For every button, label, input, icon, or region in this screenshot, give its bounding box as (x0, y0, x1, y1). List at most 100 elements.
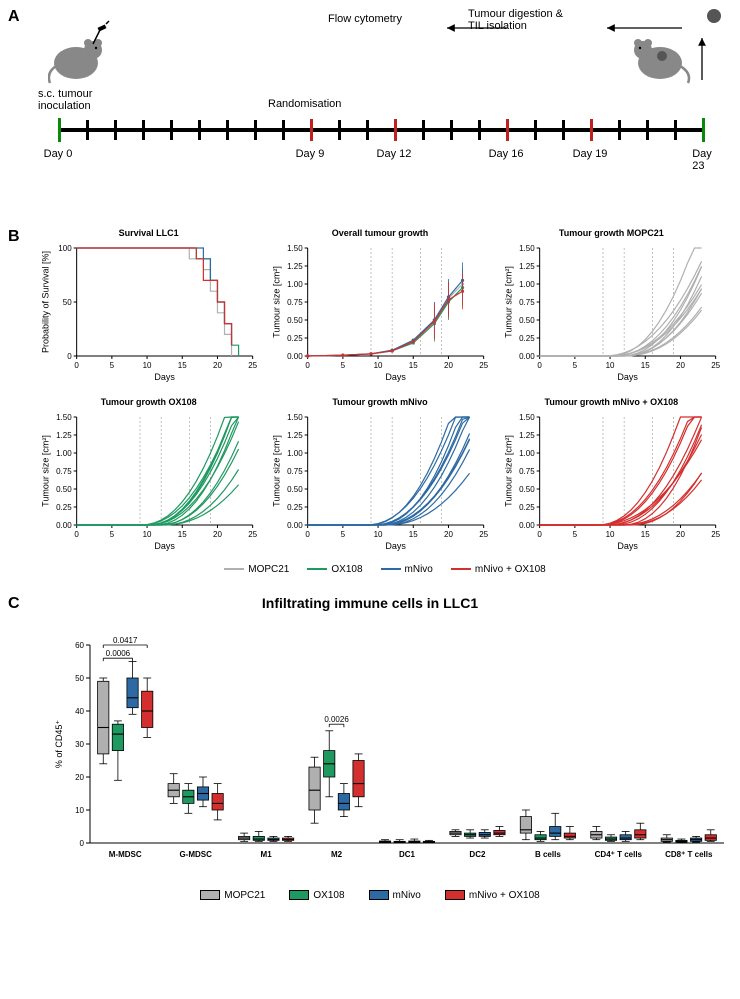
svg-text:0.50: 0.50 (519, 316, 535, 325)
svg-text:0.00: 0.00 (287, 521, 303, 530)
svg-text:0: 0 (537, 530, 542, 539)
panel-c: C Infiltrating immune cells in LLC1 0102… (8, 595, 732, 901)
timeline-tick (506, 119, 509, 141)
svg-text:0.50: 0.50 (287, 316, 303, 325)
svg-text:25: 25 (248, 530, 257, 539)
svg-text:0.00: 0.00 (287, 352, 303, 361)
panel-c-legend: MOPC21OX108mNivomNivo + OX108 (8, 890, 732, 901)
panel-c-label: C (8, 595, 20, 613)
svg-text:0.00: 0.00 (519, 521, 535, 530)
timeline-tick (142, 120, 145, 140)
svg-text:5: 5 (341, 530, 346, 539)
timeline-tick (394, 119, 397, 141)
legend-item: MOPC21 (200, 890, 265, 901)
svg-text:Tumour size [cm²]: Tumour size [cm²] (503, 435, 513, 507)
timeline-tick (338, 120, 341, 140)
svg-text:Days: Days (617, 541, 638, 551)
panel-b: B Survival LLC10501000510152025DaysProba… (8, 228, 732, 575)
timeline-tick (702, 118, 705, 142)
svg-text:20: 20 (75, 773, 84, 782)
legend-item: mNivo + OX108 (445, 890, 540, 901)
svg-text:Probability of Survival [%]: Probability of Survival [%] (41, 251, 51, 353)
timeline-tick (618, 120, 621, 140)
randomisation-label: Randomisation (268, 98, 341, 110)
timeline-tick (450, 120, 453, 140)
svg-text:Tumour size [cm²]: Tumour size [cm²] (272, 435, 282, 507)
panel-b-grid: Survival LLC10501000510152025DaysProbabi… (38, 228, 722, 556)
svg-text:1.25: 1.25 (519, 262, 535, 271)
svg-text:CD8⁺ T cells: CD8⁺ T cells (665, 850, 713, 859)
legend-item: OX108 (307, 564, 362, 575)
svg-text:M2: M2 (331, 850, 343, 859)
svg-text:DC1: DC1 (399, 850, 416, 859)
svg-text:Tumour size [cm²]: Tumour size [cm²] (272, 266, 282, 338)
svg-text:0.50: 0.50 (519, 485, 535, 494)
legend-item: mNivo (381, 564, 433, 575)
timeline-tick (422, 120, 425, 140)
svg-text:1.25: 1.25 (287, 262, 303, 271)
svg-text:10: 10 (374, 361, 383, 370)
svg-text:Days: Days (154, 541, 175, 551)
boxplot-chart: 0102030405060% of CD45⁺M-MDSCG-MDSCM1M2D… (48, 619, 728, 879)
svg-text:1.25: 1.25 (287, 431, 303, 440)
svg-text:0.50: 0.50 (287, 485, 303, 494)
svg-text:5: 5 (572, 530, 577, 539)
mnivo_chart: Tumour growth mNivo0.000.250.500.751.001… (269, 397, 490, 556)
timeline-tick (562, 120, 565, 140)
svg-text:0.00: 0.00 (56, 521, 72, 530)
svg-text:0: 0 (74, 530, 79, 539)
svg-text:0.75: 0.75 (287, 298, 303, 307)
timeline-tick (58, 118, 61, 142)
timeline-tick (170, 120, 173, 140)
svg-text:1.50: 1.50 (287, 413, 303, 422)
timeline-tick (310, 119, 313, 141)
svg-text:15: 15 (178, 361, 187, 370)
mouse-left-icon (48, 18, 118, 93)
svg-text:100: 100 (58, 244, 72, 253)
svg-text:0: 0 (306, 361, 311, 370)
svg-text:10: 10 (75, 806, 84, 815)
panel-a-content: s.c. tumour inoculation Randomisation Fl… (38, 8, 722, 208)
timeline-tick (226, 120, 229, 140)
svg-text:1.00: 1.00 (519, 449, 535, 458)
timeline-tick (114, 120, 117, 140)
svg-text:B cells: B cells (535, 850, 561, 859)
svg-text:DC2: DC2 (469, 850, 486, 859)
timeline-tick (86, 120, 89, 140)
svg-text:0.75: 0.75 (287, 467, 303, 476)
svg-text:1.00: 1.00 (287, 280, 303, 289)
day-label: Day 19 (573, 148, 608, 160)
svg-text:0.75: 0.75 (519, 298, 535, 307)
svg-text:20: 20 (213, 530, 222, 539)
panel-b-label: B (8, 228, 20, 246)
timeline-tick (478, 120, 481, 140)
svg-text:25: 25 (711, 530, 720, 539)
legend-item: MOPC21 (224, 564, 289, 575)
svg-text:15: 15 (640, 361, 649, 370)
svg-text:10: 10 (143, 361, 152, 370)
overall-growth-chart: Overall tumour growth0.000.250.500.751.0… (269, 228, 490, 387)
panel-c-title: Infiltrating immune cells in LLC1 (8, 595, 732, 611)
svg-text:Tumour size [cm²]: Tumour size [cm²] (41, 435, 51, 507)
timeline-tick (646, 120, 649, 140)
timeline-bar (58, 128, 702, 132)
timeline-tick (534, 120, 537, 140)
svg-text:1.00: 1.00 (519, 280, 535, 289)
svg-text:10: 10 (605, 361, 614, 370)
svg-text:1.25: 1.25 (519, 431, 535, 440)
svg-text:1.25: 1.25 (56, 431, 72, 440)
svg-text:5: 5 (110, 530, 115, 539)
ox108_chart: Tumour growth OX1080.000.250.500.751.001… (38, 397, 259, 556)
survival-chart: Survival LLC10501000510152025DaysProbabi… (38, 228, 259, 387)
svg-text:0.25: 0.25 (287, 503, 303, 512)
svg-text:25: 25 (480, 530, 489, 539)
svg-text:50: 50 (63, 298, 72, 307)
svg-text:0.75: 0.75 (519, 467, 535, 476)
inoculation-label: s.c. tumour inoculation (38, 88, 92, 112)
svg-text:0.0006: 0.0006 (106, 649, 131, 658)
flow-label: Flow cytometry (328, 13, 402, 25)
svg-text:5: 5 (572, 361, 577, 370)
timeline-tick (254, 120, 257, 140)
svg-text:0.0417: 0.0417 (113, 636, 138, 645)
panel-b-legend: MOPC21OX108mNivomNivo + OX108 (38, 564, 732, 575)
